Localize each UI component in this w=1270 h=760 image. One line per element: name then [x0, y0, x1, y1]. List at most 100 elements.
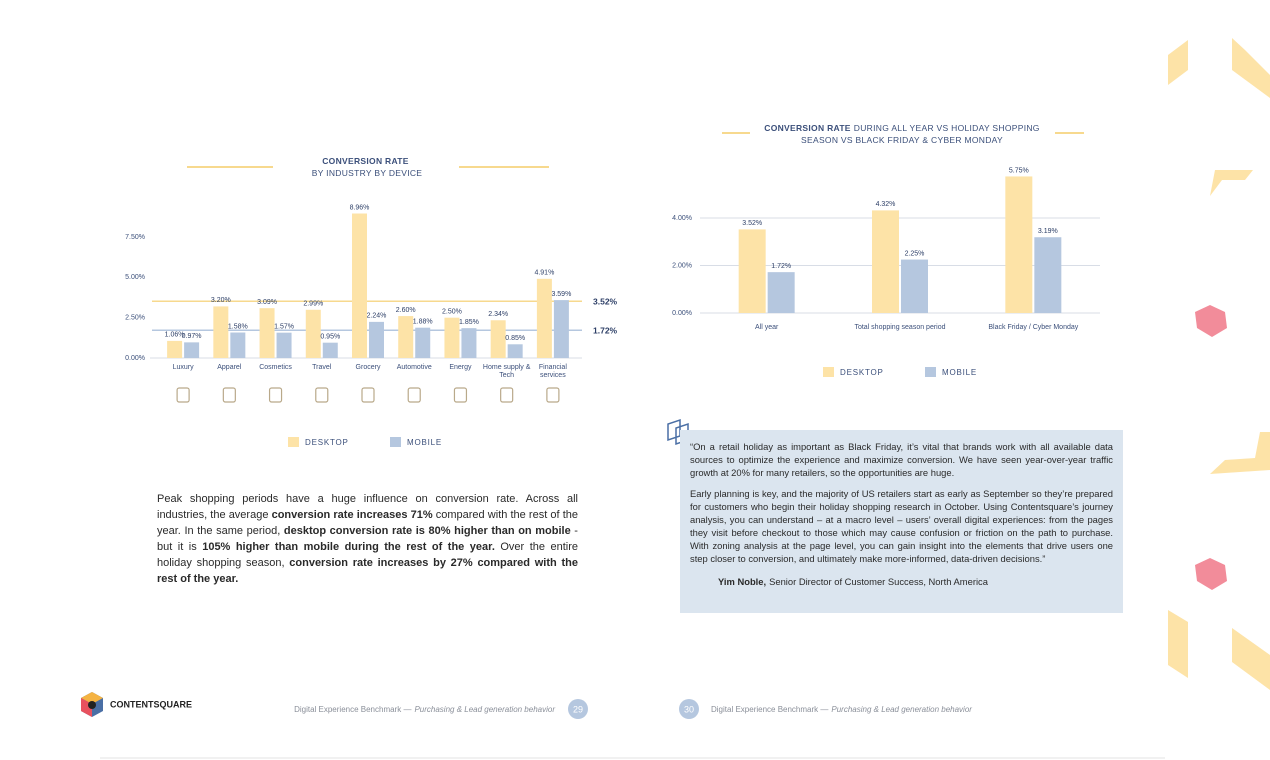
- value-label: 0.97%: [182, 333, 202, 340]
- value-label: 2.99%: [303, 301, 323, 308]
- value-label: 1.72%: [771, 263, 791, 270]
- value-label: 5.75%: [1009, 167, 1029, 174]
- legend-label: MOBILE: [942, 368, 977, 377]
- bar: [490, 320, 506, 358]
- decor-shape: [1210, 432, 1270, 474]
- legend-swatch: [823, 367, 834, 377]
- brand: CONTENTSQUARE: [110, 699, 192, 709]
- decor-shape: [1232, 38, 1270, 98]
- x-tick-label: All year: [754, 324, 779, 331]
- bar: [322, 342, 338, 358]
- value-label: 3.09%: [257, 299, 277, 306]
- x-tick-label: Grocery: [355, 364, 381, 371]
- value-label: 1.85%: [459, 319, 479, 326]
- x-tick-label: Apparel: [217, 364, 242, 371]
- chart-subtitle: BY INDUSTRY BY DEVICE: [311, 168, 423, 178]
- category-icon: [407, 387, 421, 403]
- decor-shape: [1168, 40, 1188, 85]
- bar: [213, 306, 229, 358]
- value-label: 8.96%: [350, 204, 370, 211]
- chart-title-main: CONVERSION RATE: [322, 156, 409, 166]
- reference-label: 3.52%: [593, 296, 618, 306]
- bar: [415, 327, 431, 358]
- bar: [1034, 237, 1062, 313]
- footer-section: Purchasing & Lead generation behavior: [831, 705, 972, 714]
- x-tick-label: Energy: [449, 364, 472, 371]
- bar: [444, 317, 460, 358]
- body-run: conversion rate increases by 27% compare…: [157, 557, 578, 585]
- bar: [352, 213, 367, 358]
- body-run: compared with the rest of the year. In t…: [157, 509, 578, 537]
- body-run: - but it is: [157, 525, 578, 553]
- y-tick-label: 0.00%: [672, 310, 692, 317]
- bar: [305, 309, 321, 358]
- category-icon: [546, 387, 560, 403]
- body-run: 105% higher than mobile during the rest …: [202, 541, 495, 553]
- bar: [369, 321, 384, 358]
- legend-label: DESKTOP: [305, 438, 349, 447]
- x-tick-label: Automotive: [396, 364, 432, 371]
- bar: [398, 316, 414, 358]
- page-badge: [568, 699, 588, 719]
- legend-label: DESKTOP: [840, 368, 884, 377]
- bar: [230, 332, 246, 358]
- value-label: 2.50%: [442, 309, 462, 316]
- y-tick-label: 7.50%: [125, 234, 145, 241]
- value-label: 3.59%: [551, 291, 571, 298]
- chart-title: CONVERSION RATE BY INDUSTRY BY DEVICE: [267, 155, 467, 179]
- value-label: 2.24%: [367, 313, 387, 320]
- body-run: conversion rate increases 71%: [271, 509, 433, 521]
- bar: [872, 210, 899, 313]
- bar: [901, 259, 928, 313]
- quote-paragraph: “On a retail holiday as important as Bla…: [690, 441, 1113, 478]
- logo: [88, 701, 96, 709]
- footer-section: Purchasing & Lead generation behavior: [414, 705, 555, 714]
- bar: [553, 300, 569, 358]
- x-tick-label: Travel: [312, 364, 332, 371]
- reference-label: 1.72%: [593, 326, 618, 336]
- decor-hexagon: [1195, 558, 1227, 590]
- body-run: Over the entire holiday shopping season,: [157, 541, 578, 569]
- body-run: Peak shopping periods have a huge influe…: [157, 493, 578, 521]
- author-role: Senior Director of Customer Success, Nor…: [769, 576, 988, 587]
- quote-box: “On a retail holiday as important as Bla…: [680, 430, 1123, 613]
- chart-subtitle: DURING ALL YEAR VS HOLIDAY SHOPPING SEAS…: [801, 123, 1040, 145]
- page-badge: [679, 699, 699, 719]
- footer-text: Digital Experience Benchmark — Purchasing…: [711, 705, 972, 714]
- page-number: 29: [573, 704, 583, 714]
- x-tick-label: Black Friday / Cyber Monday: [988, 324, 1079, 331]
- quote-author: Yim Noble, Senior Director of Customer Su…: [690, 575, 1113, 588]
- footer-text: Digital Experience Benchmark — Purchasing…: [294, 705, 555, 714]
- y-tick-label: 0.00%: [125, 355, 145, 362]
- decor: [81, 38, 1270, 759]
- bar: [1005, 176, 1033, 313]
- chart-title: CONVERSION RATE DURING ALL YEAR VS HOLIDA…: [752, 122, 1052, 146]
- decor-shape: [1168, 610, 1188, 678]
- y-tick-label: 4.00%: [672, 215, 692, 222]
- bar: [259, 308, 275, 358]
- value-label: 3.20%: [211, 297, 231, 304]
- footer-title: Digital Experience Benchmark —: [294, 705, 412, 714]
- bar: [167, 340, 183, 358]
- value-label: 1.88%: [413, 319, 433, 326]
- category-icon: [453, 387, 468, 403]
- category-icon: [500, 387, 514, 403]
- category-icon: [361, 387, 375, 403]
- category-icon: [222, 387, 236, 403]
- bar: [276, 332, 292, 358]
- value-label: 4.32%: [876, 201, 896, 208]
- value-label: 3.52%: [742, 220, 762, 227]
- body-text: Peak shopping periods have a huge influe…: [157, 491, 578, 587]
- value-label: 3.19%: [1038, 228, 1058, 235]
- legend-label: MOBILE: [407, 438, 442, 447]
- y-tick-label: 5.00%: [125, 274, 145, 281]
- value-label: 1.58%: [228, 323, 248, 330]
- x-tick-label: Home supply & Tech: [482, 364, 531, 379]
- page-number: 30: [684, 704, 694, 714]
- category-icon: [315, 387, 329, 403]
- quote-paragraph: Early planning is key, and the majority …: [690, 488, 1113, 564]
- decor-hexagon: [1195, 305, 1227, 337]
- x-tick-label: Financial services: [538, 364, 567, 379]
